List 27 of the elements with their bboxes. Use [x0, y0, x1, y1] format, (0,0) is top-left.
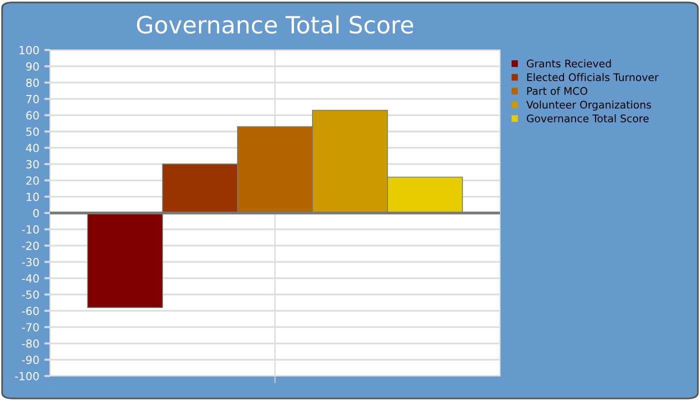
y-tick-label: -30: [22, 258, 39, 266]
y-tick-label: 30: [26, 160, 39, 168]
chart-title: Governance Total Score: [136, 15, 414, 34]
legend-label: Volunteer Organizations: [526, 100, 652, 111]
y-tick-label: 90: [26, 62, 39, 71]
y-tick-label: 10: [26, 192, 39, 202]
legend-label: Part of MCO: [527, 86, 588, 95]
legend-label: Governance Total Score: [526, 114, 649, 122]
y-tick-label: 80: [26, 78, 39, 87]
y-tick-label: 50: [26, 127, 39, 136]
y-tick-label: 20: [26, 176, 39, 185]
y-tick-label: -70: [22, 323, 39, 332]
y-tick-label: 40: [26, 144, 39, 152]
y-tick-label: 60: [26, 111, 39, 120]
y-tick-label: -40: [22, 274, 39, 283]
legend-label: Elected Officials Turnover: [527, 73, 659, 82]
y-tick-label: -100: [14, 372, 39, 380]
y-tick-label: -90: [22, 356, 39, 364]
y-tick-label: -10: [22, 225, 39, 234]
y-tick-label: -80: [22, 339, 39, 348]
y-tick-label: -20: [22, 242, 39, 250]
y-tick-label: 70: [26, 94, 39, 104]
y-tick-label: -50: [22, 290, 39, 299]
y-tick-label: 0: [33, 208, 39, 218]
y-tick-label: -60: [22, 306, 39, 316]
y-tick-label: 100: [20, 46, 39, 54]
legend-label: Grants Recieved: [526, 59, 611, 68]
